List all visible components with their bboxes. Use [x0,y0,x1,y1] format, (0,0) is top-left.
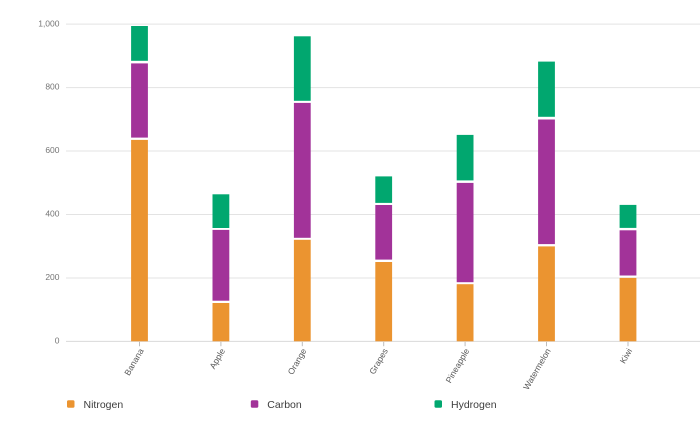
svg-text:Grapes: Grapes [367,347,390,376]
svg-text:Nitrogen: Nitrogen [84,399,124,411]
svg-text:600: 600 [45,145,59,155]
svg-text:Banana: Banana [122,346,146,377]
svg-text:200: 200 [45,272,59,282]
svg-text:Hydrogen: Hydrogen [451,399,497,411]
svg-text:1,000: 1,000 [38,18,60,28]
svg-text:400: 400 [45,209,59,219]
svg-text:Carbon: Carbon [267,399,302,411]
svg-text:0: 0 [55,336,60,346]
svg-text:Orange: Orange [286,346,309,376]
svg-text:Watermelon: Watermelon [521,346,553,391]
svg-text:800: 800 [45,82,59,92]
svg-text:Kiwi: Kiwi [618,347,635,366]
svg-text:Apple: Apple [207,346,227,370]
svg-text:Pineapple: Pineapple [444,346,472,384]
